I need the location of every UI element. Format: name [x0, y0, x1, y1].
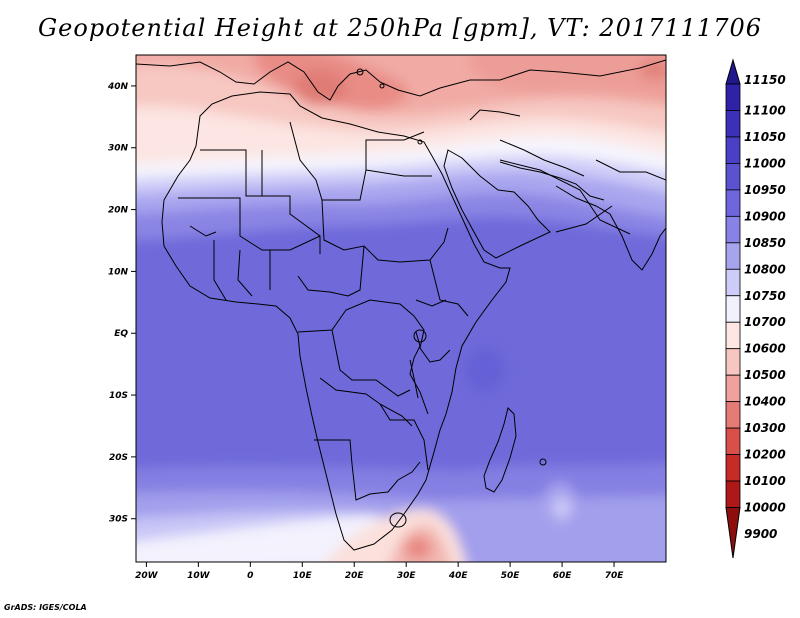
colorbar-swatch: [725, 480, 741, 508]
colorbar-swatch: [725, 295, 741, 323]
x-tick-label: 60E: [553, 571, 573, 581]
colorbar-swatch: [725, 136, 741, 164]
x-axis: 20W 10W 0 10E 20E 30E 40E 50E 60E 70E: [135, 562, 624, 581]
arabia-coastline: [443, 149, 551, 259]
colorbar-min-triangle: [725, 507, 741, 559]
colorbar-label: 10900: [744, 209, 786, 223]
colorbar-label: 11000: [744, 156, 786, 170]
y-tick-label: 40N: [107, 82, 129, 92]
colorbar-label: 10100: [744, 474, 786, 488]
colorbar-label: 10750: [744, 289, 786, 303]
x-tick-label: 50E: [501, 571, 521, 581]
colorbar-label: 11150: [744, 73, 786, 87]
colorbar-swatch: [725, 242, 741, 270]
x-tick-label: 20W: [135, 571, 159, 581]
map-title: Geopotential Height at 250hPa [gpm], VT:…: [38, 14, 762, 42]
colorbar-swatch: [725, 110, 741, 138]
y-axis: 40N 30N 20N 10N EQ 10S 20S 30S: [107, 82, 136, 525]
colorbar-label: 10700: [744, 315, 786, 329]
y-tick-label: 10S: [109, 391, 128, 401]
colorbar-swatch: [725, 83, 741, 111]
colorbar: 11150 11100 11050 11000 10950 10900 10850 10800…: [725, 58, 786, 559]
grads-credit: GrADS: IGES/COLA: [4, 603, 87, 612]
y-tick-label: 20S: [109, 453, 128, 463]
x-tick-label: 10E: [293, 571, 313, 581]
colorbar-swatch: [725, 401, 741, 429]
y-tick-label: 20N: [108, 206, 129, 216]
x-tick-label: 10W: [187, 571, 211, 581]
colorbar-label: 10000: [744, 501, 786, 515]
y-tick-label: 10N: [108, 267, 129, 277]
colorbar-swatch: [725, 189, 741, 217]
europe-coastline: [136, 59, 666, 101]
y-tick-label: 30N: [108, 144, 129, 154]
y-tick-label: 30S: [109, 515, 128, 525]
india-coastline: [555, 185, 666, 271]
y-tick-label: EQ: [114, 329, 128, 339]
x-tick-label: 70E: [605, 571, 625, 581]
colorbar-label: 10500: [744, 368, 786, 382]
africa-coastline: [161, 91, 511, 551]
colorbar-max-triangle: [725, 58, 741, 85]
x-tick-label: 20E: [345, 571, 365, 581]
colorbar-label: 9900: [744, 527, 777, 541]
colorbar-swatch: [725, 427, 741, 455]
height-field: [136, 55, 666, 562]
colorbar-swatch: [725, 163, 741, 191]
persian-gulf-coast: [499, 161, 605, 201]
colorbar-swatch: [725, 268, 741, 297]
colorbar-label: 10600: [744, 342, 786, 356]
colorbar-swatch: [725, 348, 741, 376]
coastlines-borders: [136, 59, 666, 551]
colorbar-swatch: [725, 215, 741, 244]
colorbar-label: 11100: [744, 103, 786, 117]
colorbar-label: 10400: [744, 395, 786, 409]
colorbar-label: 10950: [744, 183, 786, 197]
colorbar-swatch: [725, 374, 741, 403]
x-tick-label: 0: [247, 571, 253, 581]
madagascar-outline: [483, 407, 517, 493]
x-tick-label: 30E: [397, 571, 417, 581]
colorbar-label: 10300: [744, 421, 786, 435]
plot-frame: [135, 54, 667, 563]
colorbar-label: 11050: [744, 130, 786, 144]
colorbar-label: 10800: [744, 262, 786, 276]
colorbar-label: 10850: [744, 236, 786, 250]
colorbar-label: 10200: [744, 448, 786, 462]
colorbar-swatch: [725, 454, 741, 482]
x-tick-label: 40E: [448, 571, 469, 581]
colorbar-swatch: [725, 321, 741, 350]
